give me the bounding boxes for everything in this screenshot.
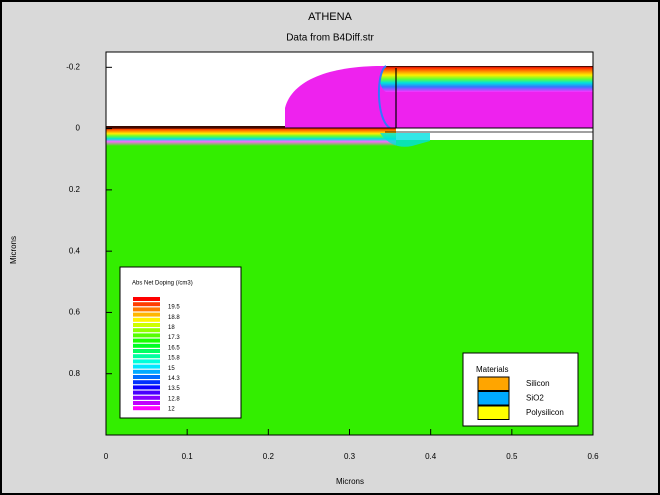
x-tick-label: 0.6: [587, 452, 599, 461]
material-swatch: [477, 405, 510, 420]
junction-edge: [380, 133, 430, 147]
colorbar-swatch: [133, 395, 160, 400]
x-tick-label: 0.5: [506, 452, 518, 461]
colorbar-legend: Abs Net Doping (/cm3) 19.5 18.8 18 17.3 16.5…: [119, 266, 242, 419]
material-swatch: [477, 391, 510, 406]
materials-title: Materials: [476, 365, 508, 374]
colorbar-swatch: [133, 364, 160, 369]
y-tick-label: 0.2: [69, 185, 81, 194]
surface-doping: [106, 126, 396, 146]
colorbar-swatch: [133, 369, 160, 374]
material-label: Silicon: [526, 379, 550, 388]
colorbar-label: 12.8: [168, 396, 180, 402]
colorbar-swatch: [133, 359, 160, 364]
colorbar-label: 19.5: [168, 305, 180, 311]
colorbar-swatch: [133, 385, 160, 390]
colorbar-swatch: [133, 323, 160, 327]
plot-area: [105, 51, 594, 436]
gate-doping: [380, 66, 593, 92]
x-tick-label: 0: [104, 452, 109, 461]
y-tick-label: 0: [76, 124, 81, 133]
colorbar-swatch: [133, 343, 160, 348]
y-tick-label: 0.8: [69, 369, 81, 378]
colorbar-swatch: [133, 297, 160, 301]
colorbar-label: 16.5: [168, 345, 180, 351]
colorbar-swatch: [133, 380, 160, 385]
colorbar-swatch: [133, 354, 160, 359]
colorbar-swatch: [133, 317, 160, 322]
colorbar-swatch: [133, 333, 160, 338]
colorbar-swatch: [133, 307, 160, 312]
material-label: Polysilicon: [526, 408, 564, 417]
x-tick-label: 0.2: [263, 452, 275, 461]
x-tick-label: 0.3: [344, 452, 356, 461]
chart-title: ATHENA: [308, 11, 352, 23]
colorbar-title: Abs Net Doping (/cm3): [132, 281, 193, 287]
materials-legend: Materials Silicon SiO2 Polysilicon: [462, 352, 579, 427]
x-tick-label: 0.1: [182, 452, 194, 461]
colorbar-label: 15.8: [168, 356, 180, 362]
colorbar-swatch: [133, 328, 160, 333]
chart-subtitle: Data from B4Diff.str: [286, 33, 374, 44]
x-tick-label: 0.4: [425, 452, 437, 461]
material-swatch: [477, 376, 510, 391]
colorbar-swatch: [133, 406, 160, 411]
material-label: SiO2: [526, 394, 544, 403]
colorbar-label: 13.5: [168, 386, 180, 392]
colorbar-label: 12: [168, 407, 175, 413]
colorbar-label: 18: [168, 325, 175, 331]
colorbar-swatch: [133, 338, 160, 343]
y-tick-label: 0.4: [69, 246, 81, 255]
colorbar-swatch: [133, 302, 160, 307]
colorbar-label: 14.3: [168, 376, 180, 382]
colorbar-label: 17.3: [168, 335, 180, 341]
y-tick-label: -0.2: [66, 62, 80, 71]
y-tick-label: 0.6: [69, 308, 81, 317]
colorbar-swatch: [133, 375, 160, 379]
colorbar-swatch: [133, 390, 160, 395]
x-axis-label: Microns: [336, 477, 364, 486]
gate-edge: [377, 65, 391, 129]
colorbar-swatch: [133, 349, 160, 353]
colorbar-label: 18.8: [168, 315, 180, 321]
colorbar-label: 15: [168, 366, 175, 372]
colorbar-swatch: [133, 401, 160, 405]
colorbar-swatch: [133, 312, 160, 317]
y-axis-label: Microns: [9, 236, 18, 264]
